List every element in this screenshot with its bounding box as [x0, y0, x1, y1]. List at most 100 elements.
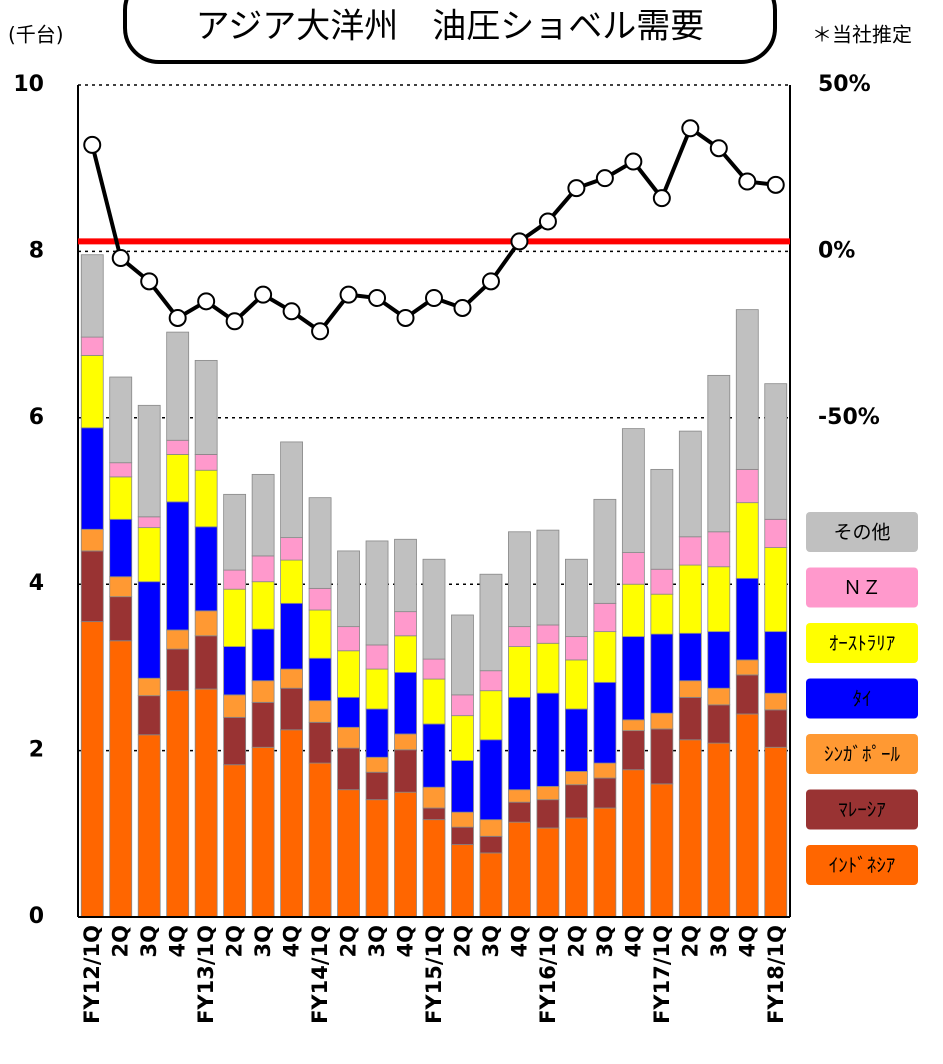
bar-segment [166, 690, 190, 918]
line-marker [311, 322, 330, 341]
bar-segment [593, 498, 617, 604]
bar-segment [735, 577, 759, 661]
bar-segment [764, 518, 788, 548]
bar-segment [735, 502, 759, 579]
bar-segment [536, 529, 560, 626]
bar-segment [650, 593, 674, 635]
bar-segment [80, 528, 104, 552]
bar-segment [223, 493, 247, 571]
bar-segment [280, 687, 304, 731]
bar-segment [280, 602, 304, 670]
x-tick-label: 3Q [707, 925, 731, 957]
bar-segment [194, 526, 218, 612]
bar-segment [650, 633, 674, 714]
bar-segment [707, 374, 731, 533]
bar-segment [479, 835, 503, 854]
bar-segment [80, 427, 104, 530]
bar-segment [137, 581, 161, 679]
bar-segment [166, 501, 190, 631]
bar-segment [764, 547, 788, 633]
line-marker [225, 312, 244, 331]
bar-segment [678, 536, 702, 566]
line-marker [254, 285, 273, 304]
bar-segment [764, 692, 788, 711]
y2-tick-label: -50% [818, 405, 880, 430]
bar-segment [337, 747, 360, 791]
bar-segment [365, 708, 389, 758]
legend-swatch [806, 734, 918, 774]
bar-segment [565, 817, 588, 918]
y2-tick-label: 50% [818, 72, 871, 97]
line-marker [282, 302, 301, 321]
x-tick-label: FY17/1Q [650, 925, 674, 1024]
bar-segment [365, 668, 389, 710]
bar-segment [280, 559, 304, 604]
bar-segment [678, 430, 702, 538]
bar-segment [536, 827, 560, 918]
bar-segment [508, 821, 531, 918]
legend-swatch [806, 789, 918, 830]
bar-segment [508, 646, 531, 698]
bar-segment [80, 336, 104, 356]
y-tick-label: 10 [13, 72, 44, 97]
bar-segment [80, 621, 104, 918]
bar-segment [80, 254, 104, 338]
legend-swatch [806, 567, 918, 608]
bar-segment [479, 819, 503, 837]
bar-segment [508, 789, 531, 803]
bar-segment [764, 383, 788, 520]
bar-segment [194, 635, 218, 690]
bar-segment [593, 762, 617, 779]
line-marker [567, 179, 586, 198]
x-tick-label: 2Q [109, 925, 133, 957]
line-marker [538, 212, 557, 231]
bar-segment [394, 611, 417, 637]
bar-segment [337, 789, 360, 918]
bar-segment [394, 671, 417, 735]
line-marker [453, 298, 472, 317]
bar-segment [422, 658, 446, 680]
bar-segment [166, 454, 190, 503]
x-tick-label: FY15/1Q [422, 925, 446, 1024]
bar-segment [365, 799, 389, 918]
bar-segment [650, 468, 674, 570]
line-marker [510, 232, 529, 251]
line-marker [738, 172, 757, 191]
bar-segment [678, 680, 702, 698]
bar-segment [451, 826, 474, 846]
bar-segment [565, 659, 588, 710]
bar-segment [365, 644, 389, 670]
y-tick-label: 8 [29, 238, 44, 263]
line-marker [197, 292, 216, 311]
bar-segment [365, 756, 389, 773]
bar-segment [137, 695, 161, 736]
bar-segment [479, 852, 503, 918]
x-tick-label: 4Q [394, 925, 418, 957]
bar-segment [308, 657, 332, 702]
x-tick-label: 2Q [564, 925, 588, 957]
x-tick-label: FY13/1Q [194, 925, 218, 1024]
bar-segment [707, 687, 731, 706]
legend-swatch [806, 512, 918, 552]
x-tick-label: FY18/1Q [764, 925, 788, 1024]
bar-segment [707, 742, 731, 918]
bar-segment [394, 749, 417, 793]
legend-label: ｵｰｽﾄﾗﾘｱ [829, 633, 896, 655]
bar-segment [451, 694, 474, 717]
line-marker [709, 139, 728, 158]
bar-segment [508, 626, 531, 648]
bar-segment [451, 715, 474, 761]
bar-segment [508, 531, 531, 628]
legend-swatch [806, 678, 918, 719]
y-tick-label: 2 [29, 738, 44, 763]
line-marker [624, 152, 643, 171]
x-tick-label: 3Q [251, 925, 275, 957]
note: ＊当社推定 [812, 23, 912, 47]
y-tick-label: 0 [29, 904, 44, 929]
bar-segment [508, 801, 531, 823]
legend-label: ﾏﾚｰｼｱ [838, 799, 886, 821]
bar-segment [508, 696, 531, 791]
bar-segment [194, 469, 218, 528]
bar-segment [593, 602, 617, 633]
bar-segment [650, 783, 674, 918]
